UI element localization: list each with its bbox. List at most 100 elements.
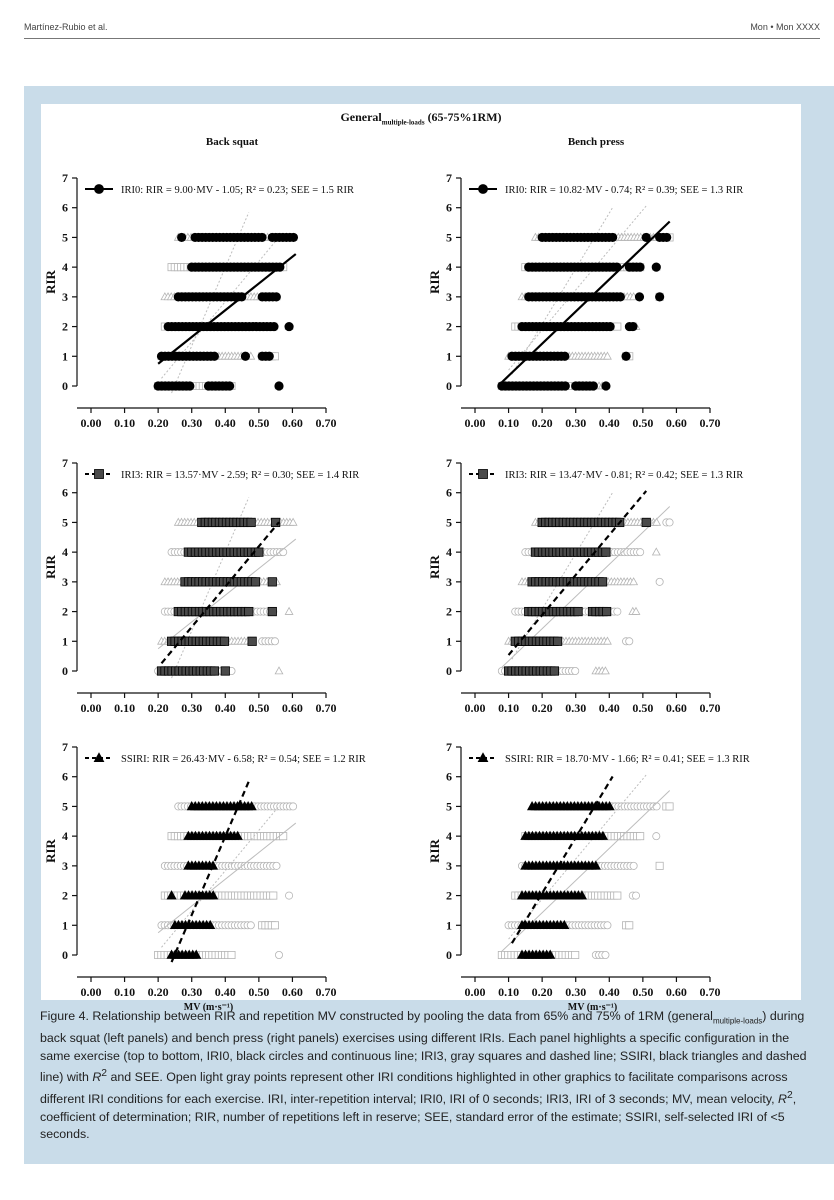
legend: IRI3: RIR = 13.57·MV - 2.59; R² = 0.30; … bbox=[85, 469, 359, 481]
legend: IRI0: RIR = 10.82·MV - 0.74; R² = 0.39; … bbox=[469, 184, 743, 196]
reference-regression-line bbox=[161, 805, 280, 948]
highlighted-points bbox=[503, 517, 651, 676]
caption-r2-symbol-2: R bbox=[778, 1092, 787, 1107]
data-point bbox=[560, 351, 570, 361]
y-tick-label: 6 bbox=[446, 770, 452, 784]
other-iri-point bbox=[270, 637, 279, 646]
y-tick-label: 2 bbox=[62, 889, 68, 903]
data-point bbox=[166, 890, 177, 900]
data-point bbox=[635, 262, 645, 272]
x-tick-label: 0.50 bbox=[248, 416, 269, 430]
x-tick-label: 0.20 bbox=[532, 416, 553, 430]
x-tick-label: 0.30 bbox=[181, 701, 202, 715]
x-tick-label: 0.50 bbox=[632, 985, 653, 999]
data-point bbox=[634, 292, 645, 302]
data-point bbox=[608, 232, 618, 243]
chart-panel-back-squat-iri3: 0 1 2 3 4 5 6 7 0.00 0.10 0.20 0.30 0.40 0.50 0.60 0.70… bbox=[43, 456, 359, 715]
x-tick-label: 0.10 bbox=[114, 416, 135, 430]
other-iri-point bbox=[629, 577, 639, 586]
x-tick-label: 0.00 bbox=[465, 701, 486, 715]
other-iri-point bbox=[227, 950, 236, 959]
y-tick-label: 7 bbox=[62, 740, 68, 754]
y-tick-label: 2 bbox=[62, 605, 68, 619]
chart-panel-bench-press-iri3: 0 1 2 3 4 5 6 7 0.00 0.10 0.20 0.30 0.40 0.50 0.60 0.70… bbox=[427, 456, 743, 715]
other-iri-point bbox=[600, 666, 610, 675]
y-tick-label: 5 bbox=[446, 799, 452, 813]
x-tick-label: 0.50 bbox=[632, 701, 653, 715]
y-tick-label: 5 bbox=[62, 515, 68, 529]
legend: IRI0: RIR = 9.00·MV - 1.05; R² = 0.23; S… bbox=[85, 184, 354, 196]
x-tick-label: 0.20 bbox=[532, 701, 553, 715]
reference-regression-line bbox=[157, 822, 297, 934]
y-tick-label: 2 bbox=[446, 889, 452, 903]
x-tick-label: 0.20 bbox=[148, 985, 169, 999]
other-iri-point bbox=[665, 802, 674, 811]
y-axis-title: RIR bbox=[43, 554, 58, 578]
other-iri-point bbox=[655, 577, 664, 586]
x-tick-label: 0.10 bbox=[498, 416, 519, 430]
y-tick-label: 4 bbox=[62, 260, 68, 274]
data-point bbox=[601, 547, 611, 557]
x-tick-label: 0.60 bbox=[666, 701, 687, 715]
data-point bbox=[605, 321, 615, 332]
x-tick-label: 0.50 bbox=[248, 701, 269, 715]
figure-title-main: General bbox=[340, 110, 382, 124]
x-tick-label: 0.10 bbox=[114, 985, 135, 999]
data-point bbox=[209, 666, 219, 676]
data-point bbox=[559, 919, 570, 930]
data-point bbox=[219, 636, 230, 646]
y-tick-label: 0 bbox=[446, 664, 452, 678]
data-point bbox=[655, 292, 665, 302]
other-iri-points bbox=[497, 517, 674, 675]
x-tick-label: 0.30 bbox=[565, 416, 586, 430]
other-iri-point bbox=[571, 950, 580, 959]
data-point bbox=[597, 577, 608, 587]
data-point bbox=[246, 517, 256, 528]
other-iri-point bbox=[625, 637, 634, 646]
y-tick-label: 1 bbox=[446, 918, 452, 932]
x-tick-label: 0.60 bbox=[666, 985, 687, 999]
caption-part3: and SEE. Open light gray points represen… bbox=[40, 1070, 788, 1107]
reference-regression-line bbox=[171, 212, 250, 394]
caption-part4: , coefficient of determination; RIR, num… bbox=[40, 1092, 797, 1142]
other-iri-point bbox=[246, 921, 255, 930]
data-point bbox=[271, 517, 281, 528]
data-point bbox=[549, 666, 559, 676]
data-point bbox=[257, 232, 267, 243]
y-tick-label: 3 bbox=[62, 290, 68, 304]
other-iri-point bbox=[636, 832, 645, 841]
other-iri-point bbox=[651, 547, 661, 556]
highlighted-points bbox=[156, 517, 281, 676]
data-point bbox=[597, 830, 608, 840]
other-iri-point bbox=[655, 861, 664, 870]
x-tick-label: 0.70 bbox=[700, 701, 721, 715]
y-axis-title: RIR bbox=[427, 838, 442, 862]
x-tick-label: 0.70 bbox=[700, 985, 721, 999]
data-point bbox=[267, 577, 277, 587]
data-point bbox=[269, 321, 279, 332]
legend-label: SSIRI: RIR = 18.70·MV - 1.66; R² = 0.41;… bbox=[505, 754, 750, 765]
y-tick-label: 6 bbox=[446, 201, 452, 215]
legend-label: IRI0: RIR = 10.82·MV - 0.74; R² = 0.39; … bbox=[505, 185, 743, 196]
x-tick-label: 0.60 bbox=[282, 416, 303, 430]
other-iri-point bbox=[603, 921, 612, 930]
y-tick-label: 6 bbox=[62, 201, 68, 215]
data-point bbox=[641, 232, 651, 243]
other-iri-point bbox=[289, 802, 298, 811]
figure-title-sub: multiple-loads bbox=[381, 118, 425, 127]
y-tick-label: 0 bbox=[62, 664, 68, 678]
regression-line bbox=[501, 220, 671, 384]
reference-regression-line bbox=[157, 538, 297, 650]
y-axis-title: RIR bbox=[43, 838, 58, 862]
legend-marker bbox=[94, 469, 104, 479]
x-tick-label: 0.20 bbox=[148, 416, 169, 430]
other-iri-point bbox=[631, 891, 640, 900]
regression-line bbox=[157, 253, 297, 365]
x-tick-label: 0.60 bbox=[666, 416, 687, 430]
y-tick-label: 6 bbox=[62, 486, 68, 500]
other-iri-point bbox=[613, 891, 622, 900]
other-iri-point bbox=[665, 518, 674, 527]
y-tick-label: 4 bbox=[62, 545, 68, 559]
other-iri-point bbox=[631, 606, 641, 615]
x-tick-label: 0.40 bbox=[215, 985, 236, 999]
